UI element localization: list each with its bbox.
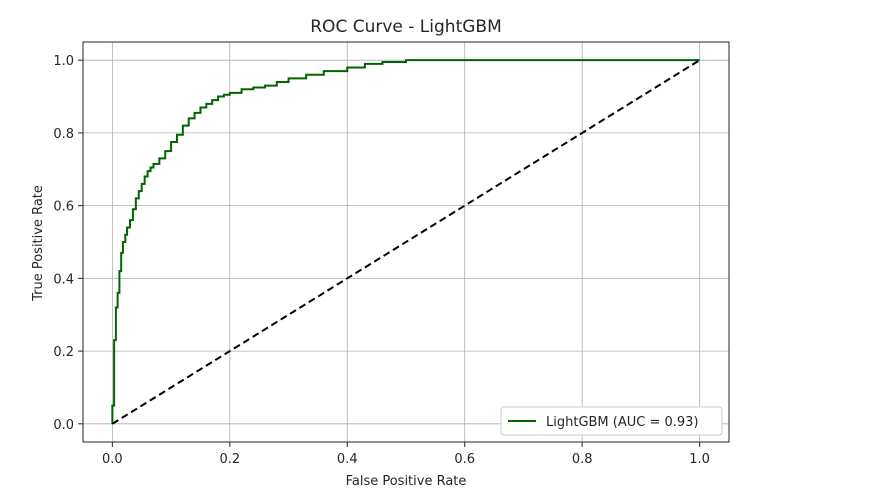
random-baseline-line [111,59,701,425]
y-tick-label: 0.0 [53,418,74,433]
roc-curve-line [111,59,700,424]
grid-lines [83,42,729,442]
x-tick-label: 0.0 [102,452,123,467]
x-tick-label: 0.2 [219,452,240,467]
y-tick-label: 0.8 [53,127,74,142]
plot-area [111,59,701,425]
y-tick-label: 0.2 [53,345,74,360]
legend-box [500,406,723,436]
legend-entry-lightgbm: LightGBM (AUC = 0.93) [546,415,699,430]
axis-ticks: 0.0 0.2 0.4 0.6 0.8 1.0 0.0 0.2 0.4 0.6 0.8 1.0 [53,54,710,467]
x-axis-label: False Positive Rate [346,474,467,489]
x-tick-label: 0.8 [572,452,593,467]
plot-frame [82,41,730,443]
chart-title: ROC Curve - LightGBM [310,17,502,37]
legend: LightGBM (AUC = 0.93) [500,406,723,436]
x-tick-label: 0.6 [454,452,475,467]
y-tick-label: 1.0 [53,54,74,69]
y-tick-label: 0.6 [53,200,74,215]
x-tick-label: 1.0 [689,452,710,467]
y-axis-label: True Positive Rate [31,185,46,302]
y-tick-label: 0.4 [53,272,74,287]
x-tick-label: 0.4 [337,452,358,467]
